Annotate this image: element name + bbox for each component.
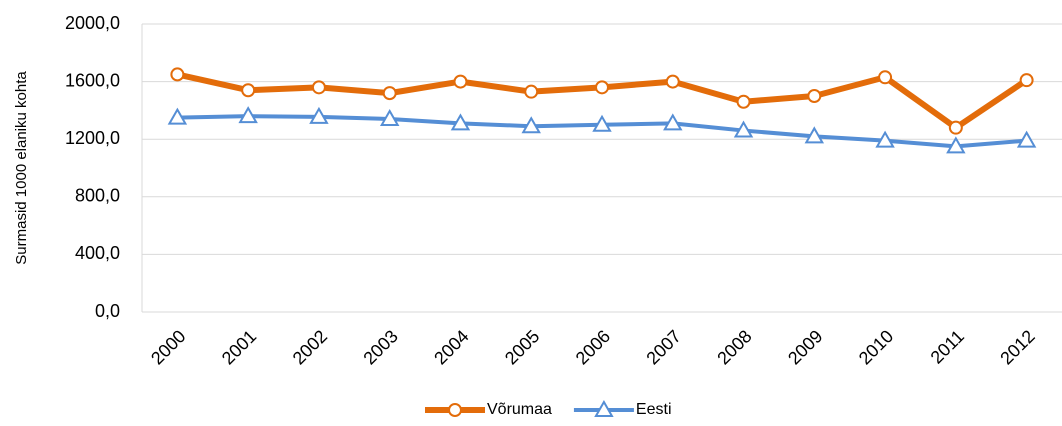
x-tick-label: 2009 <box>784 326 826 368</box>
point <box>311 80 326 95</box>
point <box>878 70 893 85</box>
point <box>665 74 680 89</box>
point <box>379 109 400 127</box>
y-tick-label: 2000,0 <box>65 13 120 33</box>
y-tick-label: 800,0 <box>75 186 120 206</box>
y-tick-label: 0,0 <box>95 301 120 321</box>
point <box>241 83 256 98</box>
y-axis-label: Surmasid 1000 elaniku kohta <box>13 71 30 265</box>
y-tick-label: 1200,0 <box>65 128 120 148</box>
legend-marker <box>448 403 462 417</box>
point <box>453 74 468 89</box>
legend-marker <box>594 399 614 417</box>
y-tick-label: 1600,0 <box>65 70 120 90</box>
x-tick-label: 2002 <box>289 326 331 368</box>
x-tick-label: 2006 <box>572 326 614 368</box>
x-tick-label: 2005 <box>501 326 543 368</box>
point <box>524 84 539 99</box>
x-tick-label: 2010 <box>855 326 897 368</box>
point <box>875 130 895 148</box>
point <box>167 107 188 125</box>
point <box>736 94 751 109</box>
point <box>807 89 822 103</box>
point <box>1019 73 1034 88</box>
point <box>946 136 966 154</box>
x-tick-label: 2011 <box>927 326 969 368</box>
x-tick-label: 2000 <box>147 326 189 368</box>
point <box>663 113 683 131</box>
point <box>309 106 329 124</box>
point <box>948 120 963 135</box>
point <box>1016 130 1037 148</box>
point <box>382 86 397 101</box>
x-tick-label: 2001 <box>218 326 260 368</box>
x-tick-label: 2003 <box>359 326 401 368</box>
y-tick-label: 400,0 <box>75 243 120 263</box>
point <box>592 114 612 132</box>
point <box>804 126 825 144</box>
point <box>521 116 541 134</box>
point <box>595 80 609 95</box>
x-tick-label: 2007 <box>642 326 684 368</box>
legend-label: Eesti <box>636 401 672 418</box>
point <box>733 120 754 138</box>
point <box>238 106 258 124</box>
x-tick-label: 2012 <box>996 326 1038 368</box>
point <box>450 113 471 131</box>
x-tick-label: 2008 <box>713 326 755 368</box>
point <box>170 67 185 82</box>
x-tick-label: 2004 <box>430 326 472 368</box>
legend-label: Võrumaa <box>487 401 552 418</box>
